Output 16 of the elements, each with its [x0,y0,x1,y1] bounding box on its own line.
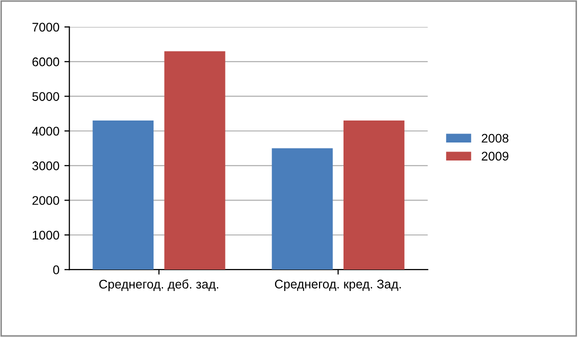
y-tick-label: 1000 [32,230,60,240]
x-tick-label: Среднегод. кред. Зад. [274,280,401,291]
bar [272,148,333,270]
y-tick-label: 3000 [32,161,60,170]
y-tick-label: 4000 [32,126,60,136]
legend-label: 2008 [482,134,508,143]
bar [344,120,404,270]
x-tick-label: Среднегод. деб. зад. [99,279,218,292]
y-tick-label: 0 [53,265,60,274]
bar [164,51,226,270]
y-tick-label: 5000 [32,92,60,101]
y-tick-label: 2000 [32,196,60,205]
y-tick-label: 6000 [32,57,60,66]
bar [92,120,154,270]
legend-label: 2009 [482,152,508,161]
y-tick-label: 7000 [32,22,60,32]
